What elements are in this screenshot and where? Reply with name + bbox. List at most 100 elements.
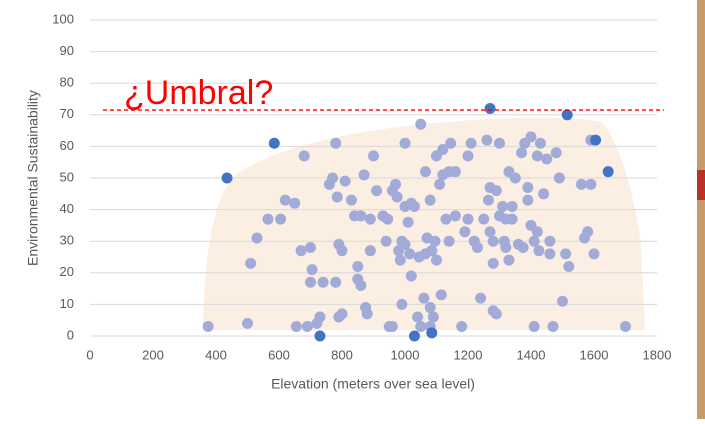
point bbox=[482, 194, 494, 206]
point bbox=[490, 185, 502, 197]
point bbox=[424, 302, 436, 314]
point bbox=[538, 188, 550, 200]
x-tick-label: 200 bbox=[142, 347, 164, 362]
point bbox=[517, 242, 529, 254]
point bbox=[522, 194, 534, 206]
point bbox=[494, 137, 505, 149]
shaded-region bbox=[203, 117, 645, 331]
point bbox=[437, 144, 449, 156]
point bbox=[418, 292, 430, 304]
point bbox=[531, 226, 543, 238]
point bbox=[471, 242, 483, 254]
point bbox=[419, 166, 431, 178]
x-tick-label: 1200 bbox=[454, 347, 483, 362]
point bbox=[345, 194, 357, 206]
x-tick-label: 1000 bbox=[391, 347, 420, 362]
point bbox=[506, 200, 518, 212]
point bbox=[544, 248, 556, 260]
y-tick-label: 100 bbox=[52, 11, 74, 26]
point bbox=[503, 254, 515, 266]
grid bbox=[90, 19, 657, 337]
point bbox=[456, 321, 468, 333]
point bbox=[481, 134, 493, 146]
point bbox=[242, 317, 253, 329]
point bbox=[415, 118, 427, 130]
y-tick-label: 0 bbox=[67, 327, 74, 342]
point bbox=[402, 216, 414, 228]
point bbox=[355, 279, 367, 291]
point bbox=[490, 308, 502, 320]
point bbox=[465, 137, 477, 149]
x-tick-label: 1800 bbox=[643, 347, 672, 362]
points bbox=[202, 102, 631, 342]
point bbox=[298, 150, 310, 162]
x-tick-label: 400 bbox=[205, 347, 227, 362]
point bbox=[475, 292, 487, 304]
y-tick-label: 60 bbox=[60, 138, 74, 153]
y-tick-label: 10 bbox=[60, 296, 74, 311]
point bbox=[386, 321, 398, 333]
point bbox=[500, 242, 512, 254]
point bbox=[330, 276, 342, 288]
point bbox=[522, 181, 534, 193]
y-axis-label: Environmental Sustainability bbox=[25, 90, 41, 266]
point bbox=[449, 210, 461, 222]
point bbox=[391, 191, 403, 203]
point bbox=[449, 166, 461, 178]
point bbox=[561, 109, 573, 121]
point bbox=[289, 197, 301, 209]
point bbox=[544, 235, 556, 247]
point bbox=[553, 172, 565, 184]
x-tick-label: 0 bbox=[86, 347, 93, 362]
point bbox=[487, 235, 499, 247]
point bbox=[202, 321, 214, 333]
point bbox=[360, 302, 372, 314]
point bbox=[534, 137, 546, 149]
point bbox=[547, 321, 559, 333]
point bbox=[305, 242, 316, 254]
point bbox=[484, 226, 496, 238]
point bbox=[331, 191, 343, 203]
point bbox=[528, 321, 540, 333]
point bbox=[620, 321, 631, 333]
y-tick-label: 30 bbox=[60, 233, 74, 248]
point bbox=[339, 175, 351, 187]
point bbox=[394, 254, 406, 266]
point bbox=[314, 330, 326, 342]
adjacent-image-detail bbox=[697, 170, 705, 200]
point bbox=[358, 169, 370, 181]
point bbox=[588, 248, 600, 260]
point bbox=[516, 147, 528, 159]
point bbox=[371, 185, 383, 197]
point bbox=[497, 200, 509, 212]
point bbox=[380, 235, 392, 247]
point bbox=[525, 131, 537, 143]
point bbox=[435, 289, 447, 301]
point bbox=[336, 245, 348, 257]
y-tick-label: 90 bbox=[60, 43, 74, 58]
point bbox=[279, 194, 291, 206]
point bbox=[364, 245, 376, 257]
point bbox=[317, 276, 329, 288]
point bbox=[487, 257, 499, 269]
point bbox=[431, 254, 442, 266]
point bbox=[405, 270, 417, 282]
point bbox=[462, 150, 474, 162]
point bbox=[399, 238, 411, 250]
point bbox=[295, 245, 307, 257]
x-tick-label: 800 bbox=[331, 347, 353, 362]
point bbox=[390, 178, 402, 190]
point bbox=[550, 147, 562, 159]
point bbox=[426, 245, 438, 257]
point bbox=[368, 150, 379, 162]
point bbox=[251, 232, 263, 244]
point bbox=[245, 257, 257, 269]
y-tick-label: 80 bbox=[60, 75, 74, 90]
point bbox=[352, 260, 364, 272]
point bbox=[314, 311, 326, 323]
point bbox=[560, 248, 572, 260]
point bbox=[427, 311, 439, 323]
point bbox=[301, 321, 313, 333]
point bbox=[602, 166, 614, 178]
